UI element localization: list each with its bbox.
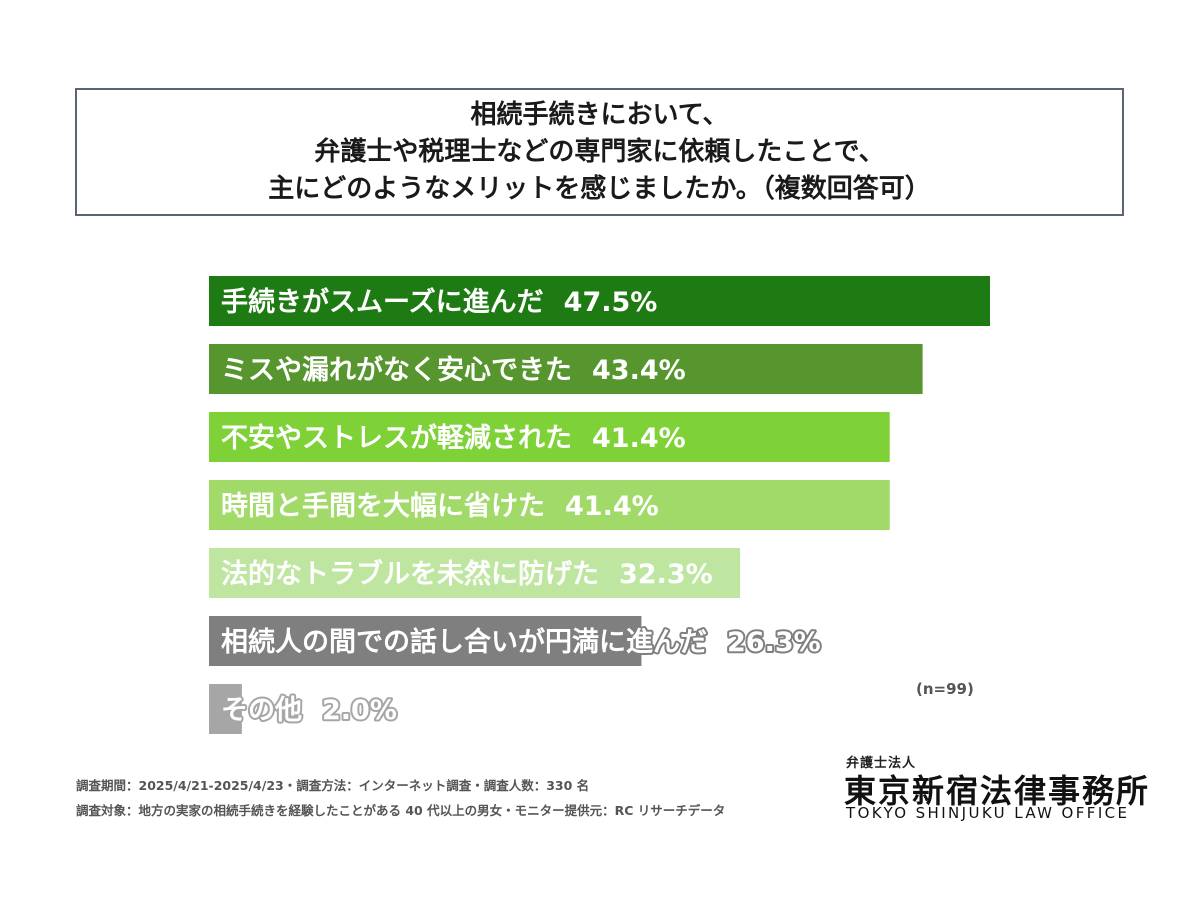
title-line-1: 相続手続きにおいて、: [470, 99, 729, 130]
bar-6: [209, 616, 642, 666]
logo-subtitle: 弁護士法人: [846, 756, 917, 771]
value-label-4: 41.4%: [565, 491, 659, 522]
value-label-1: 47.5%: [564, 287, 658, 318]
survey-footnote-1: 調査期間：2025/4/21-2025/4/23・調査方法：インターネット調査・…: [76, 778, 590, 793]
bar-4: [209, 480, 890, 530]
logo-english-name: TOKYO SHINJUKU LAW OFFICE: [846, 804, 1130, 822]
bar-5: [209, 548, 741, 598]
survey-footnote-2: 調査対象：地方の実家の相続手続きを経験したことがある 40 代以上の男女・モニタ…: [76, 803, 726, 818]
law-office-logo: 弁護士法人 東京新宿法律事務所 TOKYO SHINJUKU LAW OFFIC…: [840, 752, 1148, 822]
value-label-3: 41.4%: [592, 423, 686, 454]
category-label-4: 時間と手間を大幅に省けた: [221, 491, 545, 522]
bar-2: [209, 344, 923, 394]
bar-label-7: その他 2.0%: [221, 695, 397, 726]
title-line-3: 主にどのようなメリットを感じましたか。（複数回答可）: [268, 173, 931, 204]
bar-label-4: 時間と手間を大幅に省けた 41.4%: [221, 491, 659, 522]
value-label-5: 32.3%: [619, 559, 713, 590]
logo-name: 東京新宿法律事務所: [844, 772, 1151, 810]
question-title-box: 相続手続きにおいて、 弁護士や税理士などの専門家に依頼したことで、 主にどのよう…: [75, 88, 1124, 216]
category-label-3: 不安やストレスが軽減された: [221, 422, 572, 454]
bar-label-5: 法的なトラブルを未然に防げた 32.3%: [221, 558, 713, 590]
category-label-6: 相続人の間での話し合いが円満に進んだ: [221, 626, 707, 658]
title-line-2: 弁護士や税理士などの専門家に依頼したことで、: [314, 136, 885, 167]
category-label-7: その他: [221, 695, 302, 726]
bar-1: [209, 276, 990, 326]
bar-label-2: ミスや漏れがなく安心できた 43.4%: [221, 354, 686, 386]
category-label-5: 法的なトラブルを未然に防げた: [221, 558, 599, 590]
bar-label-1: 手続きがスムーズに進んだ 47.5%: [221, 286, 657, 318]
value-label-6: 26.3%: [727, 627, 821, 658]
category-label-1: 手続きがスムーズに進んだ: [221, 286, 544, 318]
bar-label-6: 相続人の間での話し合いが円満に進んだ 26.3%: [221, 626, 821, 658]
bar-3: [209, 412, 890, 462]
bar-label-3: 不安やストレスが軽減された 41.4%: [221, 422, 686, 454]
value-label-7: 2.0%: [322, 695, 397, 726]
category-label-2: ミスや漏れがなく安心できた: [221, 354, 572, 386]
bar-7: [209, 684, 242, 734]
sample-size-note: (n=99): [916, 680, 974, 698]
value-label-2: 43.4%: [592, 355, 686, 386]
